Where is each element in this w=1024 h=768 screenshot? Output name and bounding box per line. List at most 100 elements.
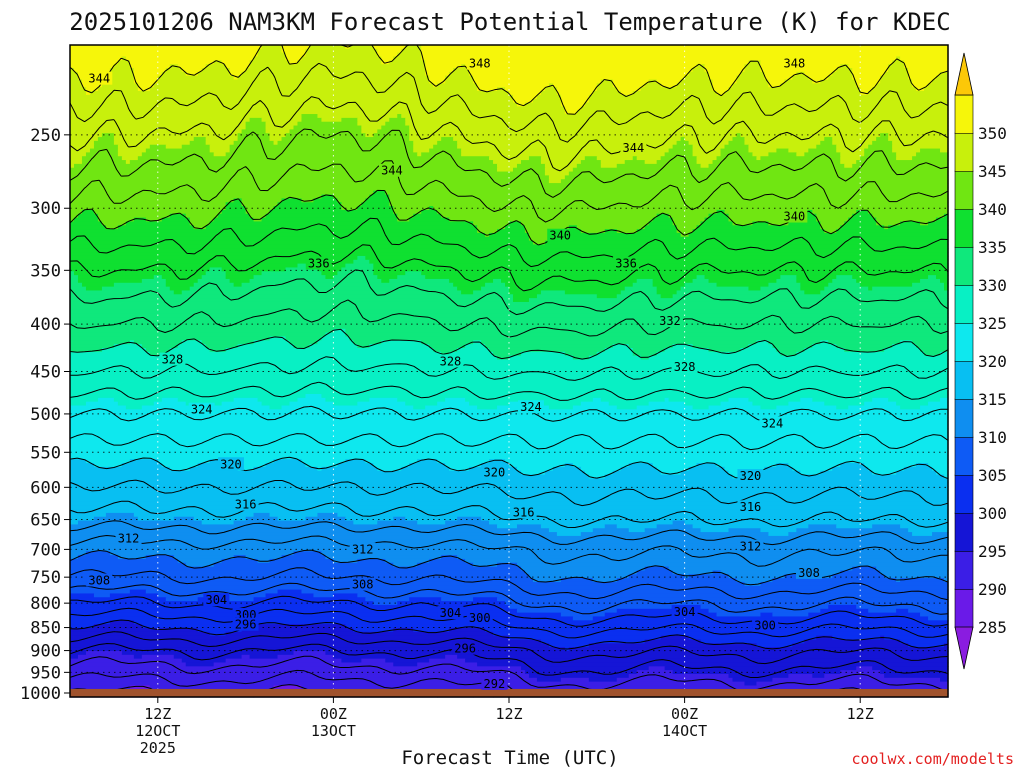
theta-fill-cell [145,217,163,223]
theta-fill-cell [70,248,949,253]
theta-fill-cell [844,221,877,226]
theta-fill-cell [121,56,127,61]
theta-fill-cell [145,555,175,560]
theta-fill-cell [337,271,374,276]
theta-fill-cell [736,133,742,138]
theta-fill-cell [856,209,869,215]
theta-fill-cell [241,282,454,288]
theta-fill-cell [345,332,949,338]
contour-label-bg [737,539,764,553]
theta-fill-cell [928,616,949,621]
theta-fill-cell [437,209,718,215]
theta-fill-cell [393,562,418,568]
theta-fill-cell [221,558,259,564]
theta-fill-cell [353,340,382,345]
contour-label-316: 316 [740,500,762,514]
theta-fill-cell [700,221,734,226]
contour-label-bg [378,163,405,177]
theta-fill-cell [97,87,139,92]
theta-fill-cell [70,60,119,65]
theta-fill-cell [333,593,358,598]
theta-fill-cell [70,102,518,107]
theta-fill-cell [281,45,311,50]
colorbar-segment [954,398,974,438]
theta-fill-cell [161,217,191,223]
theta-fill-cell [528,236,554,242]
theta-fill-cell [385,658,430,664]
theta-fill-cell [820,470,873,476]
theta-fill-cell [105,75,135,81]
theta-fill-cell [425,64,462,69]
theta-fill-cell [277,589,303,595]
theta-fill-cell [70,202,227,207]
theta-fill-cell [233,140,275,146]
theta-fill-cell [125,56,255,61]
theta-fill-cell [708,163,845,169]
theta-fill-cell [744,137,825,142]
colorbar-segment [954,132,974,172]
theta-fill-cell [277,202,342,207]
theta-fill-cell [640,87,714,92]
theta-fill-cell [293,125,362,130]
theta-fill-cell [421,271,949,276]
colorbar-segment [954,436,974,476]
contour-308 [69,567,949,601]
x-tick-label: 13OCT [311,722,356,740]
theta-fill-cell [70,68,75,73]
theta-fill-cell [70,194,323,200]
y-tick-label-450: 450 [30,362,61,382]
theta-fill-cell [768,79,785,84]
theta-fill-cell [616,405,638,410]
theta-fill-cell [892,140,949,146]
theta-fill-cell [908,528,949,533]
theta-fill-cell [269,133,287,138]
theta-fill-cell [720,148,750,153]
theta-fill-cell [944,578,949,583]
theta-fill-cell [580,466,622,472]
theta-fill-cell [512,94,538,100]
theta-fill-cell [361,202,390,207]
theta-fill-cell [237,137,271,142]
theta-fill-cell [133,654,143,660]
theta-fill-cell [73,163,498,169]
theta-fill-cell [70,612,562,618]
theta-fill-cell [177,64,207,69]
theta-fill-cell [70,673,530,679]
contour-label-316: 316 [235,498,257,512]
theta-fill-cell [309,45,346,50]
theta-fill-cell [780,351,797,357]
theta-fill-cell [708,278,777,284]
theta-fill-cell [516,163,546,169]
theta-fill-cell [712,160,841,165]
theta-fill-cell [636,278,654,284]
theta-fill-cell [748,144,817,150]
theta-fill-cell [253,512,271,518]
theta-fill-cell [868,286,873,292]
theta-fill-cell [728,574,785,579]
theta-fill-cell [528,298,949,303]
theta-fill-cell [816,635,833,641]
theta-fill-cell [70,593,95,598]
theta-fill-cell [70,152,87,157]
theta-fill-cell [684,574,690,579]
theta-fill-cell [421,340,474,345]
chart-title: 2025101206 NAM3KM Forecast Potential Tem… [69,8,950,36]
theta-fill-cell [325,555,442,560]
theta-fill-cell [89,148,119,153]
theta-fill-cell [85,152,119,157]
theta-fill-cell [70,75,79,81]
theta-fill-cell [708,213,730,219]
theta-fill-cell [477,229,498,234]
theta-fill-cell [113,344,143,349]
theta-fill-cell [377,520,418,526]
theta-fill-cell [377,48,402,54]
theta-fill-cell [209,267,223,272]
theta-fill-cell [712,87,730,92]
theta-fill-cell [281,198,303,203]
theta-fill-cell [820,140,833,146]
theta-fill-cell [405,45,422,50]
theta-fill-cell [381,340,422,345]
theta-fill-cell [684,282,718,288]
theta-fill-cell [205,271,227,276]
theta-fill-cell [70,87,87,92]
